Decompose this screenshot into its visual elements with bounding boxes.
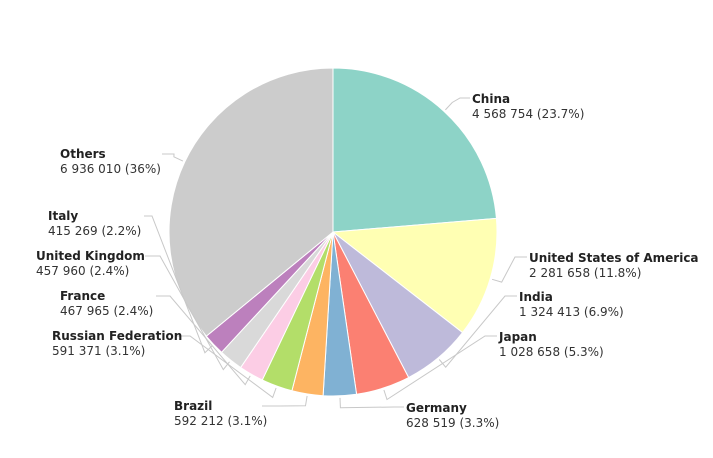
slice-label-name-united-kingdom: United Kingdom <box>36 249 145 263</box>
leader-lines <box>144 97 527 409</box>
leader-line-china <box>445 97 470 111</box>
leader-line-germany <box>339 397 404 409</box>
slice-label-value-russian-federation: 591 371 (3.1%) <box>52 344 145 358</box>
leader-line-united-kingdom <box>145 255 230 371</box>
slice-label-value-japan: 1 028 658 (5.3%) <box>499 345 604 359</box>
slice-label-value-united-states-of-america: 2 281 658 (11.8%) <box>529 266 641 280</box>
leader-line-italy <box>144 215 213 354</box>
slice-label-name-brazil: Brazil <box>174 399 212 413</box>
slice-label-name-india: India <box>519 290 553 304</box>
leader-line-russian-federation <box>176 335 277 399</box>
slice-label-value-united-kingdom: 457 960 (2.4%) <box>36 264 129 278</box>
leader-line-others <box>162 153 184 162</box>
slice-label-name-germany: Germany <box>406 401 467 415</box>
slice-label-name-france: France <box>60 289 105 303</box>
slice-label-value-germany: 628 519 (3.3%) <box>406 416 499 430</box>
slice-label-name-united-states-of-america: United States of America <box>529 251 699 265</box>
slice-label-name-others: Others <box>60 147 106 161</box>
leader-line-japan <box>383 335 497 401</box>
slice-label-value-india: 1 324 413 (6.9%) <box>519 305 624 319</box>
slice-label-value-brazil: 592 212 (3.1%) <box>174 414 267 428</box>
pie-slice-china[interactable] <box>332 67 497 233</box>
slice-label-value-others: 6 936 010 (36%) <box>60 162 161 176</box>
slice-label-value-italy: 415 269 (2.2%) <box>48 224 141 238</box>
leader-line-france <box>156 295 251 386</box>
slice-label-name-china: China <box>472 92 510 106</box>
slice-label-value-china: 4 568 754 (23.7%) <box>472 107 584 121</box>
slice-label-name-italy: Italy <box>48 209 78 223</box>
leader-line-united-states-of-america <box>491 256 527 283</box>
slice-label-value-france: 467 965 (2.4%) <box>60 304 153 318</box>
leader-line-brazil <box>262 395 308 407</box>
pie-slice-united-states-of-america[interactable] <box>331 217 498 334</box>
slice-label-name-japan: Japan <box>498 330 537 344</box>
pie-slices <box>168 67 498 397</box>
slice-label-name-russian-federation: Russian Federation <box>52 329 182 343</box>
